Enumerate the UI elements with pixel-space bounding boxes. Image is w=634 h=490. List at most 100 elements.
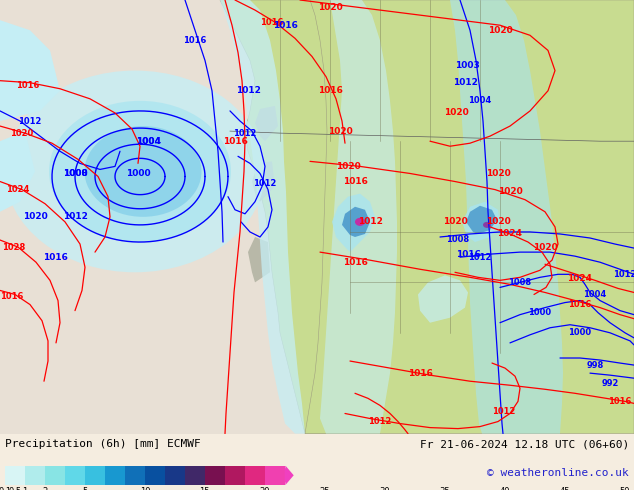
Polygon shape [248,237,270,282]
Text: 1024: 1024 [567,274,593,283]
Text: 1004: 1004 [583,290,607,299]
Text: 1016: 1016 [568,300,592,309]
Text: 0.5: 0.5 [8,487,22,490]
Text: 1020: 1020 [486,169,510,178]
Text: Precipitation (6h) [mm] ECMWF: Precipitation (6h) [mm] ECMWF [5,439,201,449]
Text: 1012: 1012 [233,128,257,138]
Text: 1004: 1004 [136,137,160,146]
Text: 1016: 1016 [342,177,368,186]
Bar [5,466,25,485]
Text: 1020: 1020 [444,108,469,118]
Text: 1028: 1028 [3,243,25,251]
Polygon shape [0,20,60,121]
Bar [165,466,185,485]
Text: 1020: 1020 [533,243,557,251]
Text: 5: 5 [82,487,87,490]
Polygon shape [418,275,468,323]
Text: 998: 998 [586,361,604,369]
Text: 1012: 1012 [18,117,42,125]
Text: 1020: 1020 [486,218,510,226]
Text: 1016: 1016 [318,86,342,95]
Text: 1016: 1016 [183,36,207,45]
Polygon shape [305,0,634,434]
Text: 1020: 1020 [335,162,360,171]
Text: 1016: 1016 [342,258,368,267]
Text: 1020: 1020 [23,212,48,221]
FancyArrow shape [285,466,294,485]
Text: 1000: 1000 [63,169,87,178]
Text: 1016: 1016 [0,292,23,301]
Text: 35: 35 [439,487,450,490]
Text: 2: 2 [42,487,48,490]
Ellipse shape [483,222,491,228]
Text: 1008: 1008 [446,235,470,244]
Text: 1000: 1000 [528,308,552,317]
Text: 1024: 1024 [498,229,522,239]
Ellipse shape [84,126,202,217]
Text: 0.1: 0.1 [0,487,11,490]
Bar [65,466,85,485]
Polygon shape [332,194,375,252]
Text: 1004: 1004 [136,137,160,146]
Polygon shape [0,131,35,212]
Text: 25: 25 [320,487,330,490]
Text: 1016: 1016 [273,21,297,30]
Text: 1020: 1020 [443,218,467,226]
Polygon shape [530,71,634,151]
Text: 1020: 1020 [328,126,353,136]
Text: 15: 15 [200,487,210,490]
Text: Fr 21-06-2024 12.18 UTC (06+60): Fr 21-06-2024 12.18 UTC (06+60) [420,439,629,449]
Bar [45,466,65,485]
Bar [105,466,125,485]
Text: 1024: 1024 [6,185,30,194]
Polygon shape [220,0,305,434]
Text: 1016: 1016 [223,137,247,146]
Text: 1012: 1012 [613,270,634,279]
Polygon shape [342,207,370,237]
Text: 1012: 1012 [493,407,515,416]
Text: 1004: 1004 [469,97,491,105]
Text: 1016: 1016 [16,81,40,90]
Polygon shape [450,0,563,434]
Text: 1: 1 [22,487,28,490]
Text: 1012: 1012 [368,417,392,426]
Ellipse shape [49,101,231,242]
Ellipse shape [5,71,265,272]
Text: 1008: 1008 [508,278,531,287]
Text: 20: 20 [259,487,270,490]
Text: 1020: 1020 [318,2,342,12]
Polygon shape [462,202,500,242]
Text: 1016: 1016 [608,397,631,406]
Polygon shape [466,206,497,234]
Text: 40: 40 [499,487,510,490]
Text: 1020: 1020 [10,128,34,138]
Bar [225,466,245,485]
Polygon shape [480,0,634,81]
Text: 1016: 1016 [408,368,432,378]
Text: 45: 45 [559,487,569,490]
Text: 1003: 1003 [455,61,479,70]
Bar [185,466,205,485]
Polygon shape [320,0,397,434]
Text: 1012: 1012 [63,212,87,221]
Text: 50: 50 [619,487,630,490]
Polygon shape [255,106,278,141]
Text: 1000: 1000 [126,169,150,178]
Text: 1020: 1020 [498,187,522,196]
Bar [205,466,225,485]
Ellipse shape [355,218,365,226]
Text: 1012: 1012 [469,253,492,262]
Bar [245,466,265,485]
Bar [125,466,145,485]
Bar [85,466,105,485]
Text: 10: 10 [139,487,150,490]
Bar [145,466,165,485]
Text: 1012: 1012 [236,86,261,95]
Text: 1016: 1016 [261,18,283,26]
Text: 30: 30 [379,487,390,490]
Text: 1012: 1012 [254,179,276,188]
Text: 1012: 1012 [358,218,382,226]
Text: 1016: 1016 [42,253,67,262]
Bar [25,466,45,485]
Text: 1020: 1020 [488,26,512,35]
